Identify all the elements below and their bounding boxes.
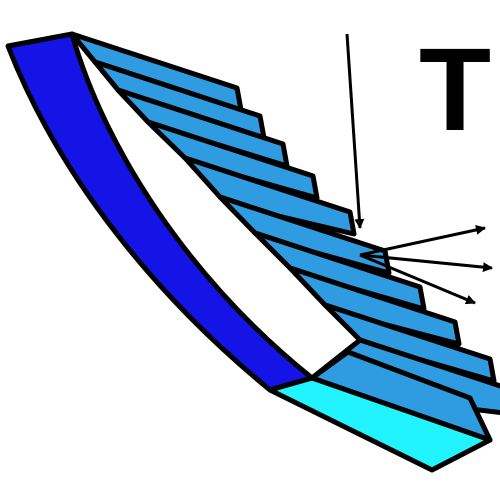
diffracted-ray-arrow-1 <box>359 225 486 257</box>
diffracted-ray-arrow-3 <box>359 253 476 305</box>
incident-ray-arrow <box>345 33 365 229</box>
grating-teeth <box>69 31 500 443</box>
diffracted-ray-arrow-2 <box>359 253 493 273</box>
letter-t: T <box>419 24 491 156</box>
diffracted-rays <box>359 225 493 305</box>
grating-end-face <box>267 375 493 473</box>
grating-tooth <box>182 155 357 237</box>
